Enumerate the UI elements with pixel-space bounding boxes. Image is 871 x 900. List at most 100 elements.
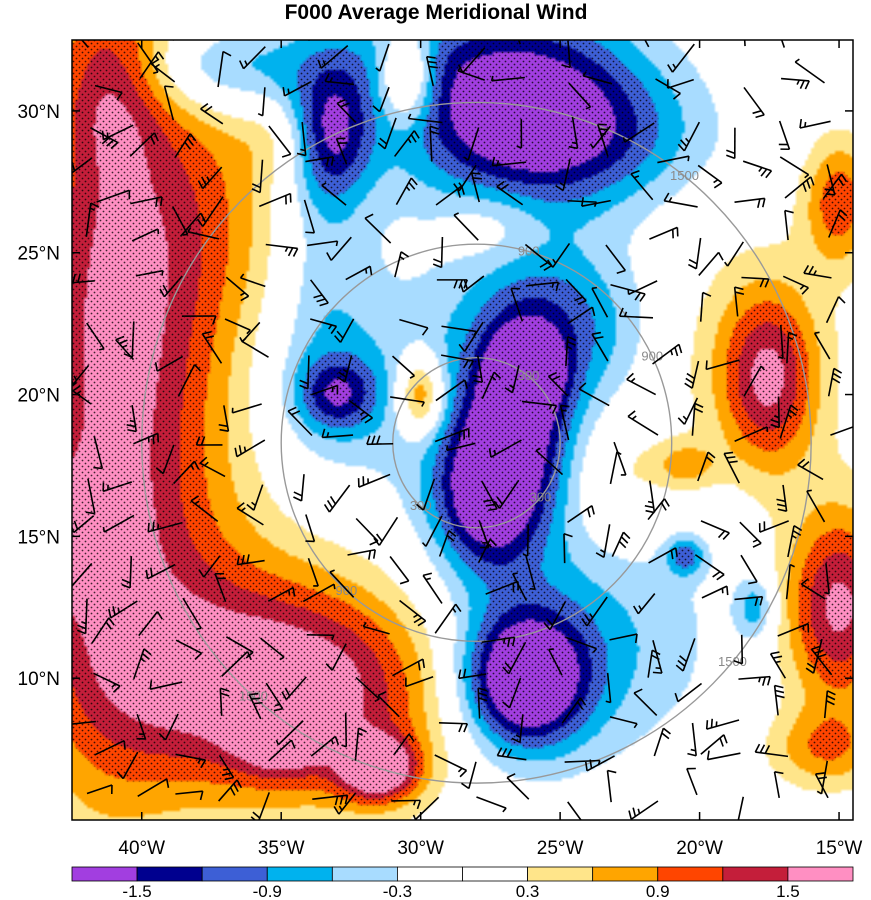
wind-barb [72, 562, 93, 588]
wind-barb [354, 727, 367, 761]
colorbar-label: -0.3 [383, 882, 412, 900]
wind-barb [677, 121, 701, 152]
wind-barb [578, 382, 610, 407]
wind-barb [199, 456, 226, 478]
wind-barb [568, 82, 592, 110]
colorbar-box [136, 866, 203, 882]
wind-barb [307, 558, 319, 587]
colorbar-label: -1.5 [122, 882, 151, 900]
wind-barb [591, 286, 609, 318]
wind-barb [130, 196, 163, 208]
wind-barb [743, 365, 766, 397]
wind-barb [123, 321, 135, 359]
wind-barb [773, 684, 785, 716]
wind-barb [739, 521, 762, 548]
colorbar-box [462, 866, 528, 882]
plot-area: 300300300900900900150015001500 [72, 40, 853, 820]
wind-barb [477, 538, 497, 563]
wind-barb [231, 403, 262, 414]
x-tick-label: 20°W [676, 838, 723, 859]
wind-barb [116, 751, 139, 780]
wind-barb [336, 98, 357, 124]
wind-barb [310, 735, 340, 757]
wind-barb [77, 598, 88, 635]
radius-ring-label: 300 [410, 498, 432, 513]
wind-barb [438, 530, 457, 557]
wind-barb [154, 355, 184, 372]
y-tick-label: 25°N [18, 244, 60, 265]
wind-barb [591, 331, 609, 362]
wind-barb [96, 189, 131, 203]
wind-barb [190, 495, 219, 522]
wind-barb [779, 156, 810, 179]
wind-barb [814, 772, 829, 799]
wind-barb [784, 176, 815, 199]
wind-barb [85, 202, 100, 237]
colorbar-box [266, 866, 333, 882]
y-tick-label: 30°N [18, 102, 60, 123]
wind-barb [742, 160, 773, 179]
wind-barb [303, 199, 316, 234]
y-tick-label: 15°N [18, 527, 60, 548]
wind-barb [633, 688, 658, 717]
wind-barb [158, 713, 179, 741]
wind-barb [806, 489, 826, 523]
wind-barb [700, 520, 730, 541]
wind-barb [268, 739, 296, 762]
wind-barb [94, 739, 126, 756]
radius-ring-label: 900 [518, 243, 540, 258]
wind-barb [131, 228, 160, 242]
wind-barb [307, 240, 339, 247]
wind-barb [734, 197, 766, 208]
wind-barb [329, 569, 355, 598]
wind-barb [389, 556, 410, 585]
wind-barb [391, 799, 422, 810]
wind-barb [516, 119, 523, 149]
wind-barb [225, 636, 254, 659]
wind-barb [653, 727, 671, 757]
wind-barb [648, 547, 678, 564]
wind-barb [733, 634, 744, 665]
wind-barb [434, 603, 462, 634]
wind-barb [488, 439, 522, 458]
wind-barb [399, 318, 429, 336]
colorbar-box [71, 866, 138, 882]
wind-barb [324, 72, 355, 86]
wind-barb [627, 280, 658, 296]
wind-barb [626, 372, 657, 396]
colorbar-box [331, 866, 398, 882]
wind-barb [458, 668, 487, 680]
wind-barb [778, 120, 791, 151]
wind-barb [149, 680, 183, 690]
wind-barb [395, 177, 418, 205]
wind-barb [510, 287, 524, 322]
wind-barb [393, 733, 415, 756]
wind-barb [173, 460, 200, 485]
wind-barb [377, 690, 400, 718]
wind-barb [218, 754, 235, 781]
wind-barb [239, 321, 261, 343]
wind-barb [394, 251, 410, 278]
wind-barb [175, 753, 207, 769]
radius-ring-label: 1500 [718, 654, 747, 669]
wind-barb [133, 648, 152, 680]
wind-barb [684, 360, 700, 389]
wind-barb [525, 281, 560, 292]
wind-barb [611, 531, 631, 557]
wind-barb [481, 636, 516, 647]
wind-barb [163, 85, 175, 121]
wind-barb [828, 209, 848, 238]
wind-barb [705, 359, 740, 371]
wind-barb [565, 335, 577, 367]
wind-barb [86, 784, 113, 795]
wind-barb [345, 265, 373, 281]
wind-barb [458, 321, 484, 352]
wind-barb [481, 371, 502, 400]
x-tick-label: 25°W [537, 838, 584, 859]
wind-barb [362, 621, 390, 635]
wind-barb [391, 355, 415, 379]
wind-barb [803, 264, 832, 279]
wind-barb [816, 760, 829, 795]
wind-barb [364, 213, 392, 244]
wind-barb [652, 343, 683, 365]
